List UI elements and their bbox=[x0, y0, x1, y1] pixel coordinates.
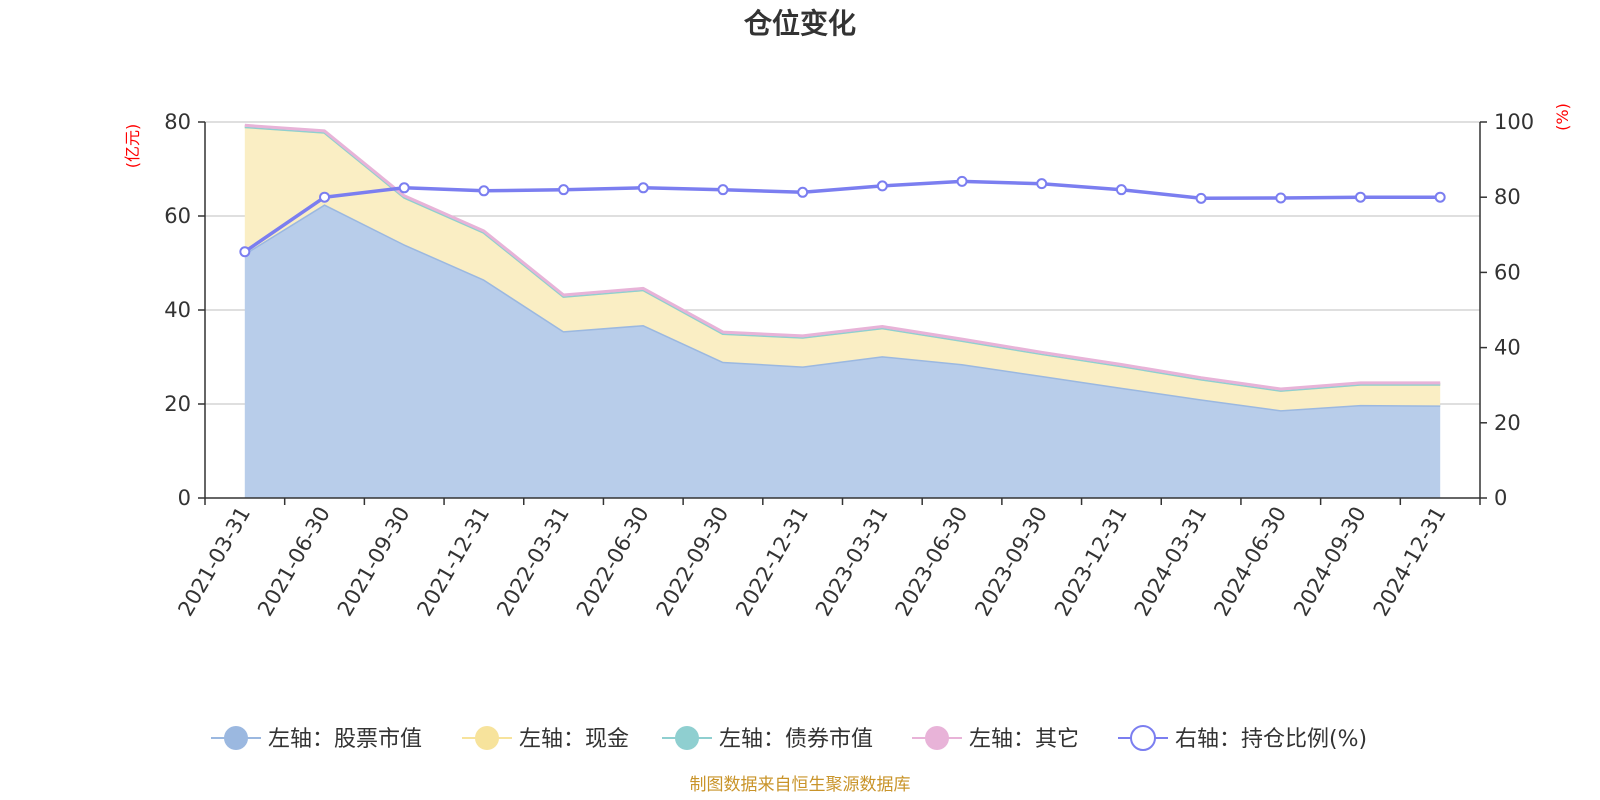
legend-marker bbox=[675, 726, 699, 750]
ratio-point bbox=[876, 180, 888, 192]
legend-label: 右轴：持仓比例(%) bbox=[1175, 727, 1367, 752]
left-tick-label: 0 bbox=[178, 486, 191, 510]
legend-marker bbox=[1130, 725, 1156, 751]
legend-label: 左轴：现金 bbox=[519, 727, 629, 752]
x-tick-label: 2022-09-30 bbox=[651, 503, 733, 621]
left-tick-label: 60 bbox=[164, 204, 191, 228]
x-tick-label: 2024-09-30 bbox=[1289, 503, 1371, 621]
ratio-point bbox=[797, 186, 809, 198]
ratio-point bbox=[1115, 184, 1127, 196]
x-tick-label: 2021-12-31 bbox=[412, 503, 494, 621]
right-tick-label: 80 bbox=[1494, 185, 1521, 209]
ratio-line bbox=[239, 175, 1446, 258]
right-tick-label: 40 bbox=[1494, 336, 1521, 360]
ratio-point bbox=[558, 184, 570, 196]
chart-title: 仓位变化 bbox=[744, 7, 856, 40]
legend-label: 左轴：股票市值 bbox=[268, 727, 422, 752]
legend-item-3: 左轴：其它 bbox=[912, 726, 1079, 752]
ratio-point bbox=[478, 185, 490, 197]
ratio-point bbox=[1195, 192, 1207, 204]
left-axis-unit: (亿元) bbox=[123, 124, 142, 169]
legend-item-0: 左轴：股票市值 bbox=[211, 726, 422, 752]
legend: 左轴：股票市值 左轴：现金 左轴：债券市值 左轴：其它 右轴：持仓比例(%) bbox=[211, 725, 1367, 752]
stacked-areas bbox=[244, 123, 1441, 499]
left-tick-label: 80 bbox=[164, 110, 191, 134]
ratio-point bbox=[1275, 192, 1287, 204]
area-series-0 bbox=[244, 204, 1441, 499]
right-tick-label: 100 bbox=[1494, 110, 1534, 134]
legend-item-2: 左轴：债券市值 bbox=[662, 726, 873, 752]
legend-label: 左轴：债券市值 bbox=[719, 727, 873, 752]
right-tick-label: 20 bbox=[1494, 411, 1521, 435]
legend-label: 左轴：其它 bbox=[969, 727, 1079, 752]
ratio-point bbox=[1434, 191, 1446, 203]
right-tick-label: 60 bbox=[1494, 260, 1521, 284]
x-tick-label: 2024-03-31 bbox=[1130, 503, 1212, 621]
ratio-point bbox=[956, 175, 968, 187]
x-tick-label: 2021-09-30 bbox=[333, 503, 415, 621]
ratio-point bbox=[319, 191, 331, 203]
legend-marker bbox=[224, 726, 248, 750]
left-tick-label: 20 bbox=[164, 392, 191, 416]
x-tick-label: 2022-06-30 bbox=[572, 503, 654, 621]
x-tick-label: 2023-03-31 bbox=[811, 503, 893, 621]
ratio-point bbox=[398, 182, 410, 194]
legend-marker bbox=[475, 726, 499, 750]
ratio-line-path bbox=[243, 179, 1441, 254]
x-tick-label: 2024-06-30 bbox=[1209, 503, 1291, 621]
x-tick-label: 2021-03-31 bbox=[173, 503, 255, 621]
legend-marker bbox=[925, 726, 949, 750]
legend-item-4: 右轴：持仓比例(%) bbox=[1118, 725, 1367, 752]
x-tick-label: 2023-06-30 bbox=[891, 503, 973, 621]
area-series-1 bbox=[244, 126, 1441, 411]
legend-item-1: 左轴：现金 bbox=[462, 726, 629, 752]
ratio-point bbox=[1036, 178, 1048, 190]
x-tick-label: 2022-03-31 bbox=[492, 503, 574, 621]
x-tick-label: 2023-12-31 bbox=[1050, 503, 1132, 621]
x-tick-label: 2024-12-31 bbox=[1369, 503, 1451, 621]
right-tick-label: 0 bbox=[1494, 486, 1507, 510]
x-tick-label: 2021-06-30 bbox=[253, 503, 335, 621]
ratio-point bbox=[717, 184, 729, 196]
right-axis-unit: (%) bbox=[1553, 103, 1572, 131]
ratio-point bbox=[637, 182, 649, 194]
x-tick-label: 2023-09-30 bbox=[970, 503, 1052, 621]
ratio-point bbox=[239, 246, 251, 258]
x-tick-label: 2022-12-31 bbox=[731, 503, 813, 621]
source-note: 制图数据来自恒生聚源数据库 bbox=[690, 775, 911, 795]
left-tick-label: 40 bbox=[164, 298, 191, 322]
ratio-point bbox=[1354, 191, 1366, 203]
area-series-line-3 bbox=[244, 123, 1441, 391]
